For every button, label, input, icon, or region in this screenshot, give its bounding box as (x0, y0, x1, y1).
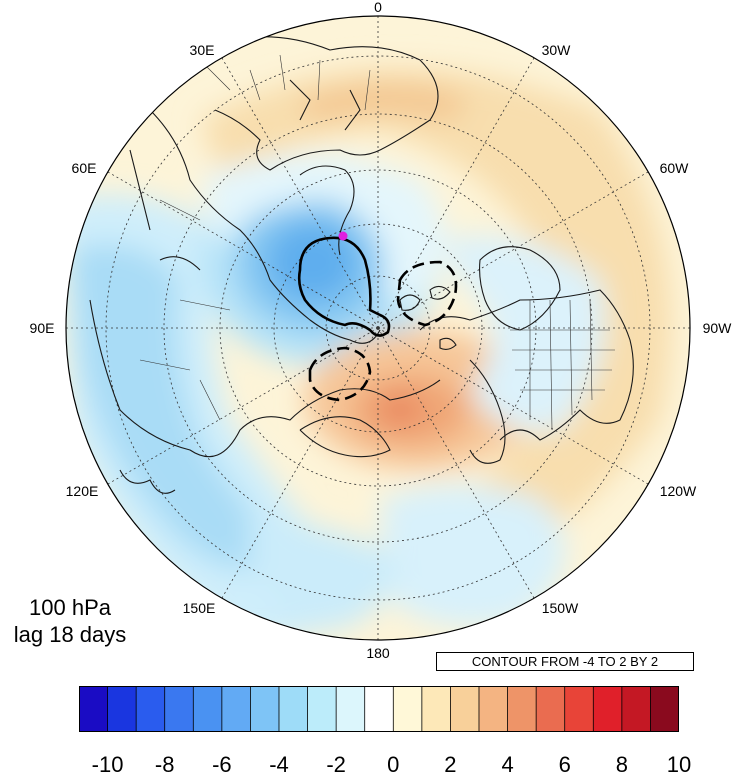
lon-label-90e: 90E (30, 320, 55, 336)
map-boundary (65, 15, 691, 641)
lon-label-150w: 150W (542, 600, 579, 616)
location-marker (338, 231, 348, 241)
colorbar-swatch (507, 686, 537, 732)
colorbar-swatch (564, 686, 594, 732)
colorbar-swatch (621, 686, 652, 732)
colorbar-swatch (107, 686, 137, 732)
meridians (66, 16, 690, 640)
colorbar-swatch (135, 686, 166, 732)
colorbar-swatch (450, 686, 480, 732)
colorbar-tick-label: 6 (558, 752, 571, 777)
political-boundaries (139, 54, 615, 431)
colorbar-swatch (592, 686, 623, 732)
lon-label-30e: 30E (190, 42, 215, 58)
colorbar-swatch (221, 686, 252, 732)
lon-label-30w: 30W (542, 42, 572, 58)
colorbar-tick-label: 2 (444, 752, 457, 777)
colorbar-swatch (421, 686, 452, 732)
level-title: 100 hPa (29, 595, 111, 620)
colorbar-swatch (535, 686, 566, 732)
contour-info-box: CONTOUR FROM -4 TO 2 BY 2 (436, 652, 694, 671)
longitude-labels: 0 30W 60W 90W 120W 150W 180 150E 120E 90… (30, 0, 733, 661)
colorbar-swatch (650, 686, 679, 732)
colorbar-tick-label: -4 (269, 752, 289, 777)
colorbar-tick-label: 4 (501, 752, 514, 777)
lon-label-90w: 90W (703, 320, 733, 336)
lon-label-150e: 150E (183, 600, 216, 616)
colorbar-tick-label: 10 (666, 752, 692, 777)
colorbar-tick-label: -8 (154, 752, 175, 777)
lon-label-0: 0 (374, 0, 382, 15)
colorbar-tick-label: -10 (91, 752, 124, 777)
coastlines (89, 36, 634, 494)
colorbar-tick-label: 8 (615, 752, 628, 777)
colorbar-swatch (278, 686, 309, 732)
colorbar-swatch (335, 686, 366, 732)
colorbar-swatch (250, 686, 280, 732)
shaded-field (66, 16, 690, 640)
colorbar-border (79, 686, 679, 732)
lag-title: lag 18 days (13, 622, 127, 647)
lon-label-120w: 120W (660, 483, 697, 499)
colorbar-swatch (307, 686, 337, 732)
colorbar-swatch (364, 686, 394, 732)
lon-label-120e: 120E (66, 483, 99, 499)
colorbar (79, 686, 679, 732)
lon-label-60w: 60W (660, 160, 690, 176)
colorbar-tick-label: -2 (326, 752, 346, 777)
lon-label-60e: 60E (72, 160, 97, 176)
colorbar-swatch (164, 686, 194, 732)
colorbar-swatch (478, 686, 509, 732)
colorbar-swatch (192, 686, 223, 732)
colorbar-tick-label: -6 (212, 752, 232, 777)
colorbar-swatch (79, 686, 109, 732)
colorbar-swatch (392, 686, 423, 732)
lon-label-180: 180 (366, 645, 390, 661)
colorbar-tick-label: 0 (387, 752, 400, 777)
